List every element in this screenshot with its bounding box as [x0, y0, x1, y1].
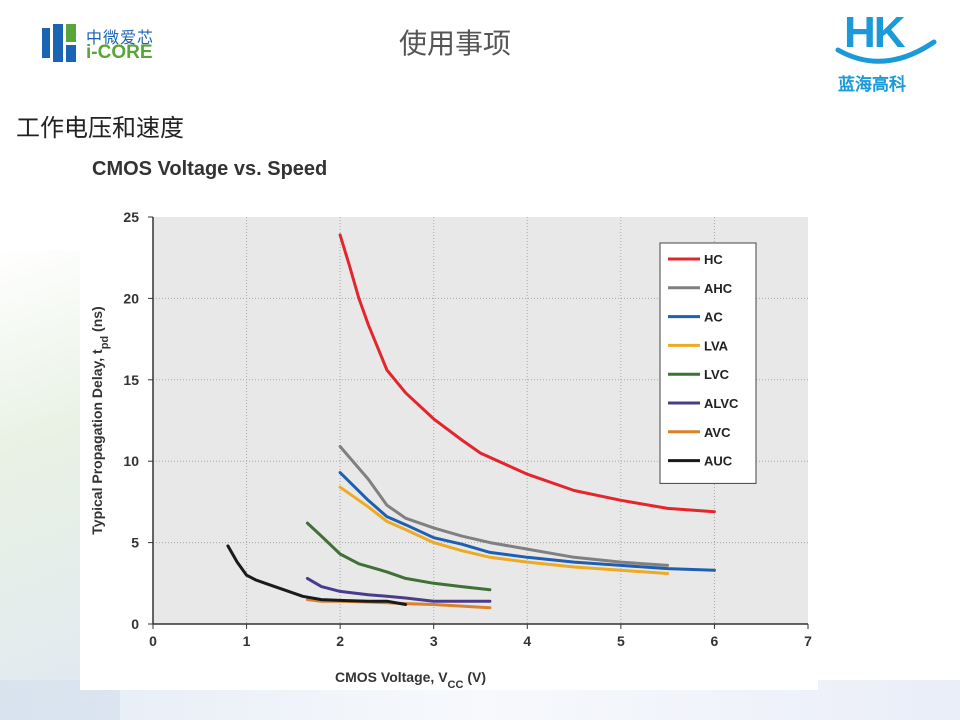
x-tick-label: 5 — [617, 633, 625, 649]
legend-label-ac: AC — [704, 310, 723, 325]
section-title: 工作电压和速度 — [16, 114, 184, 142]
icore-logo-cn: 中微爱芯 — [86, 28, 155, 47]
chart-panel: CMOS Voltage vs. Speed 0 1 2 3 4 5 6 7 0 5 10 15 20 2… — [80, 150, 818, 690]
y-tick-label: 10 — [123, 453, 139, 469]
x-tick-label: 2 — [336, 633, 344, 649]
legend-label-ahc: AHC — [704, 281, 733, 296]
icore-logo-en: i-CORE — [86, 42, 153, 63]
legend-box — [659, 242, 757, 484]
icore-logo-icon — [42, 24, 76, 62]
series-line-auc — [226, 544, 408, 606]
x-tick-label: 3 — [430, 633, 438, 649]
x-tick-label: 0 — [149, 633, 157, 649]
series-line-hc — [338, 233, 716, 514]
x-axis-label: CMOS Voltage, VCC (V) — [335, 669, 486, 690]
series-line-lva — [338, 485, 670, 575]
icore-logo: 中微爱芯 i-CORE — [42, 22, 182, 66]
x-tick-label: 1 — [243, 633, 251, 649]
cmos-voltage-speed-chart: 0 1 2 3 4 5 6 7 0 5 10 15 20 25 CMOS Voltage, VCC (V) T… — [89, 209, 812, 690]
hk-logo-mark: HK — [844, 8, 906, 57]
x-tick-label: 7 — [804, 633, 812, 649]
y-tick-label: 15 — [123, 372, 139, 388]
legend-label-lvc: LVC — [704, 367, 730, 382]
legend-label-avc: AVC — [704, 425, 731, 440]
hk-logo-cn: 蓝海高科 — [838, 75, 906, 95]
series-line-alvc — [305, 576, 492, 603]
hk-logo-swoosh-icon — [835, 39, 937, 64]
legend-label-alvc: ALVC — [704, 396, 739, 411]
y-tick-label: 5 — [131, 535, 139, 551]
legend-label-hc: HC — [704, 252, 723, 267]
legend-label-lva: LVA — [704, 338, 729, 353]
series-line-ahc — [338, 445, 670, 567]
series-line-ac — [338, 471, 716, 572]
x-tick-label: 6 — [711, 633, 719, 649]
y-tick-label: 25 — [123, 209, 139, 225]
y-tick-label: 0 — [131, 616, 139, 632]
page-title: 使用事项 — [398, 27, 511, 60]
x-tick-label: 4 — [523, 633, 531, 649]
chart-title: CMOS Voltage vs. Speed — [92, 158, 328, 180]
hk-logo: HK 蓝海高科 — [830, 8, 938, 95]
y-tick-label: 20 — [123, 290, 139, 306]
series-line-lvc — [305, 521, 492, 592]
legend-label-auc: AUC — [704, 454, 733, 469]
y-axis-label: Typical Propagation Delay, tpd (ns) — [89, 306, 111, 534]
